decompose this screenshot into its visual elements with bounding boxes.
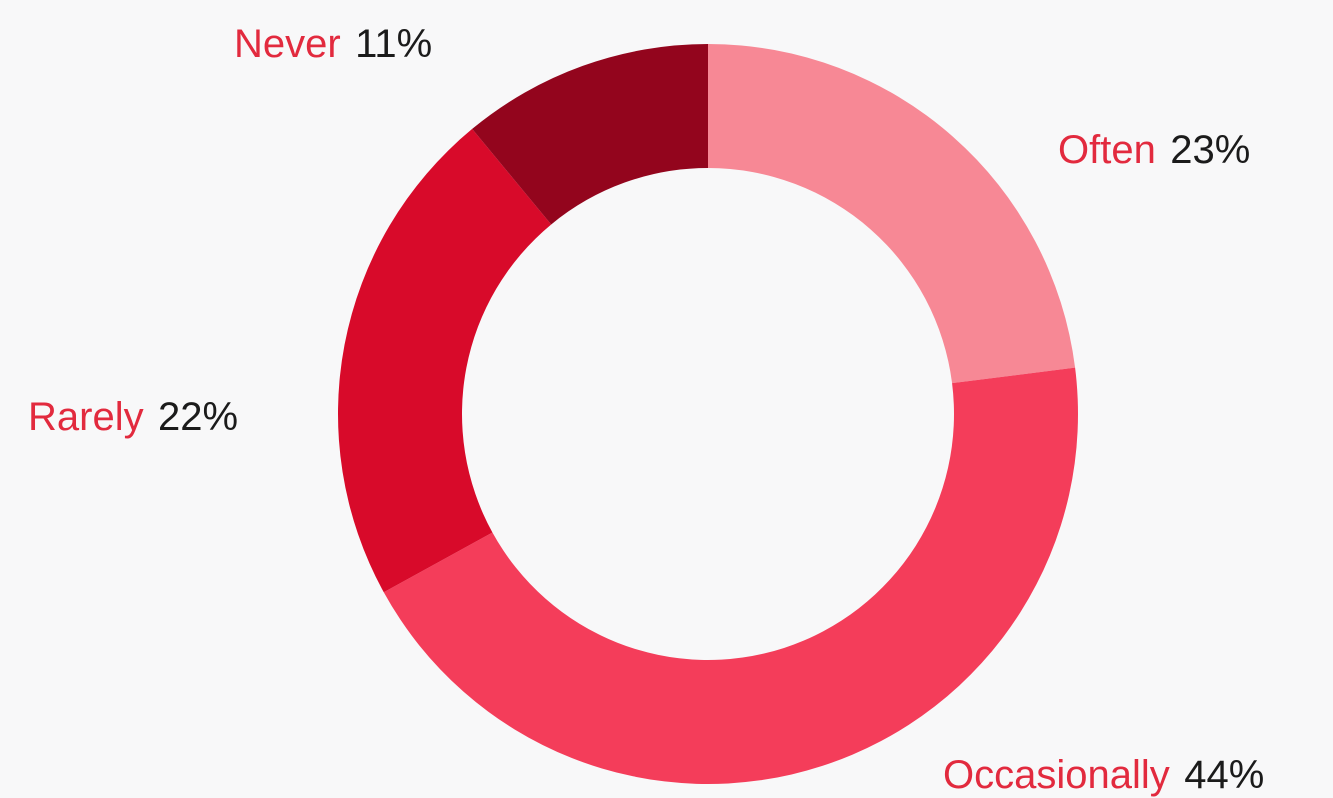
slice-name-rarely: Rarely xyxy=(28,395,144,439)
slice-never xyxy=(472,43,708,225)
slice-name-often: Often xyxy=(1058,128,1156,172)
slice-value-occasionally: 44% xyxy=(1184,753,1264,797)
slice-name-occasionally: Occasionally xyxy=(943,753,1170,797)
slice-label-occasionally: Occasionally 44% xyxy=(943,753,1264,797)
slice-rarely xyxy=(338,128,552,593)
slice-label-never: Never 11% xyxy=(234,22,432,66)
slice-occasionally xyxy=(383,367,1078,784)
slice-name-never: Never xyxy=(234,22,341,66)
slice-value-often: 23% xyxy=(1170,128,1250,172)
slice-label-often: Often 23% xyxy=(1058,128,1250,172)
slice-value-never: 11% xyxy=(355,22,432,66)
slice-value-rarely: 22% xyxy=(158,395,238,439)
slice-often xyxy=(708,44,1076,384)
slice-label-rarely: Rarely 22% xyxy=(28,395,238,439)
chart-slices xyxy=(338,43,1078,784)
